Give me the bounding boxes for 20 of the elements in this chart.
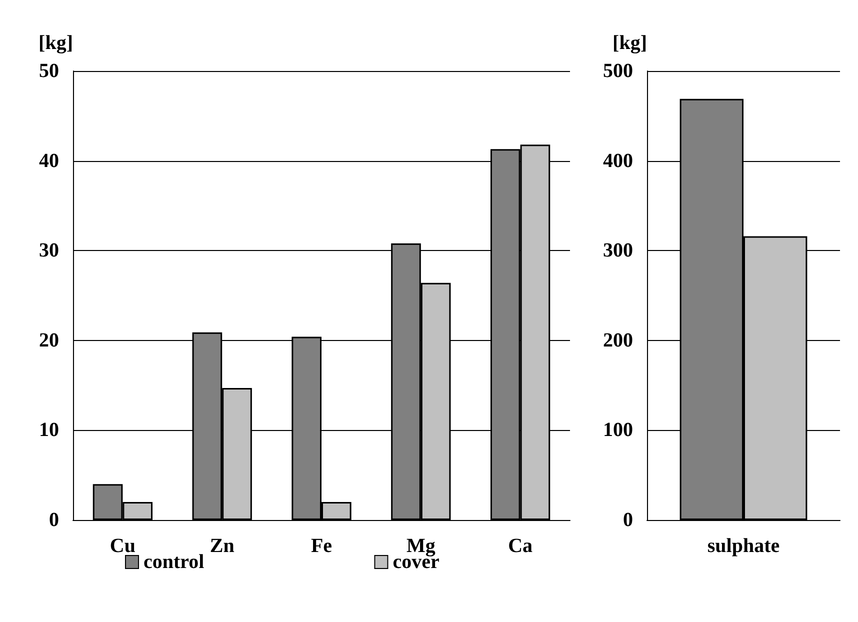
x-tick-label: Cu: [110, 535, 136, 557]
y-tick-label: 300: [603, 240, 633, 262]
x-tick-label: Zn: [210, 535, 234, 557]
y-tick-label: 200: [603, 329, 633, 352]
y-tick-label: 50: [39, 60, 59, 82]
x-tick-label: sulphate: [707, 535, 780, 557]
y-tick-label: 40: [39, 150, 59, 172]
y-tick-label: 30: [39, 240, 59, 262]
legend-label: control: [144, 551, 205, 573]
y-axis-title: [kg]: [38, 32, 73, 54]
y-tick-label: 100: [603, 419, 633, 442]
y-tick-label: 400: [603, 150, 633, 172]
y-tick-label: 500: [603, 60, 633, 82]
y-tick-label: 20: [39, 329, 59, 352]
y-tick-label: 0: [623, 509, 633, 531]
x-tick-label: Ca: [508, 535, 533, 557]
y-tick-label: 0: [49, 509, 59, 531]
y-tick-label: 10: [39, 419, 59, 442]
x-tick-label: Fe: [310, 535, 332, 557]
y-axis-title: [kg]: [612, 32, 647, 54]
